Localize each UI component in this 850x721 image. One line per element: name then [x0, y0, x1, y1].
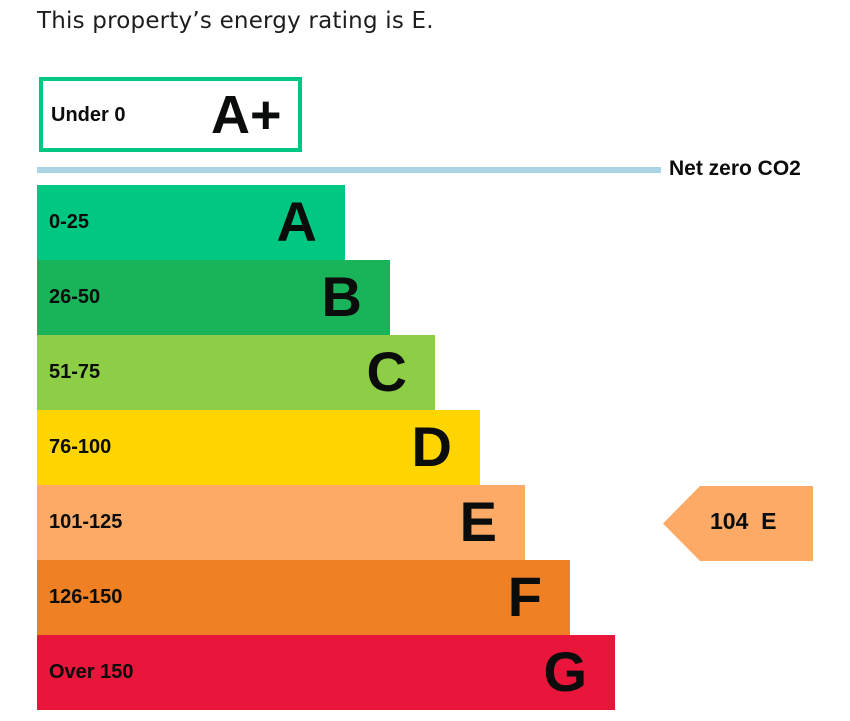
band-f-range: 126-150: [49, 586, 123, 608]
band-b: 26-50 B: [37, 260, 390, 335]
net-zero-line: [37, 167, 661, 173]
band-a-plus-letter: A+: [211, 85, 282, 145]
band-d: 76-100 D: [37, 410, 480, 485]
band-a-plus: Under 0 A+: [39, 77, 302, 152]
current-rating-arrow: [663, 486, 813, 561]
band-f: 126-150 F: [37, 560, 570, 635]
band-e-letter: E: [459, 490, 497, 553]
band-c-letter: C: [366, 340, 407, 403]
band-b-range: 26-50: [49, 286, 101, 308]
band-g-letter: G: [543, 640, 587, 703]
net-zero-label: Net zero CO2: [669, 157, 801, 180]
band-c: 51-75 C: [37, 335, 435, 410]
band-a: 0-25 A: [37, 185, 345, 260]
band-d-letter: D: [411, 415, 452, 478]
band-a-plus-range: Under 0: [51, 104, 126, 126]
rating-headline: This property’s energy rating is E.: [37, 8, 434, 34]
band-f-letter: F: [507, 565, 542, 628]
band-g-range: Over 150: [49, 661, 134, 683]
current-rating-indicator: 104 E: [663, 486, 813, 561]
band-e: 101-125 E: [37, 485, 525, 560]
band-b-letter: B: [321, 265, 362, 328]
band-a-letter: A: [276, 190, 317, 253]
band-a-range: 0-25: [49, 211, 90, 233]
band-c-range: 51-75: [49, 361, 101, 383]
band-e-range: 101-125: [49, 511, 123, 533]
current-rating-label: 104 E: [710, 508, 777, 534]
band-d-range: 76-100: [49, 436, 112, 458]
band-g: Over 150 G: [37, 635, 615, 710]
